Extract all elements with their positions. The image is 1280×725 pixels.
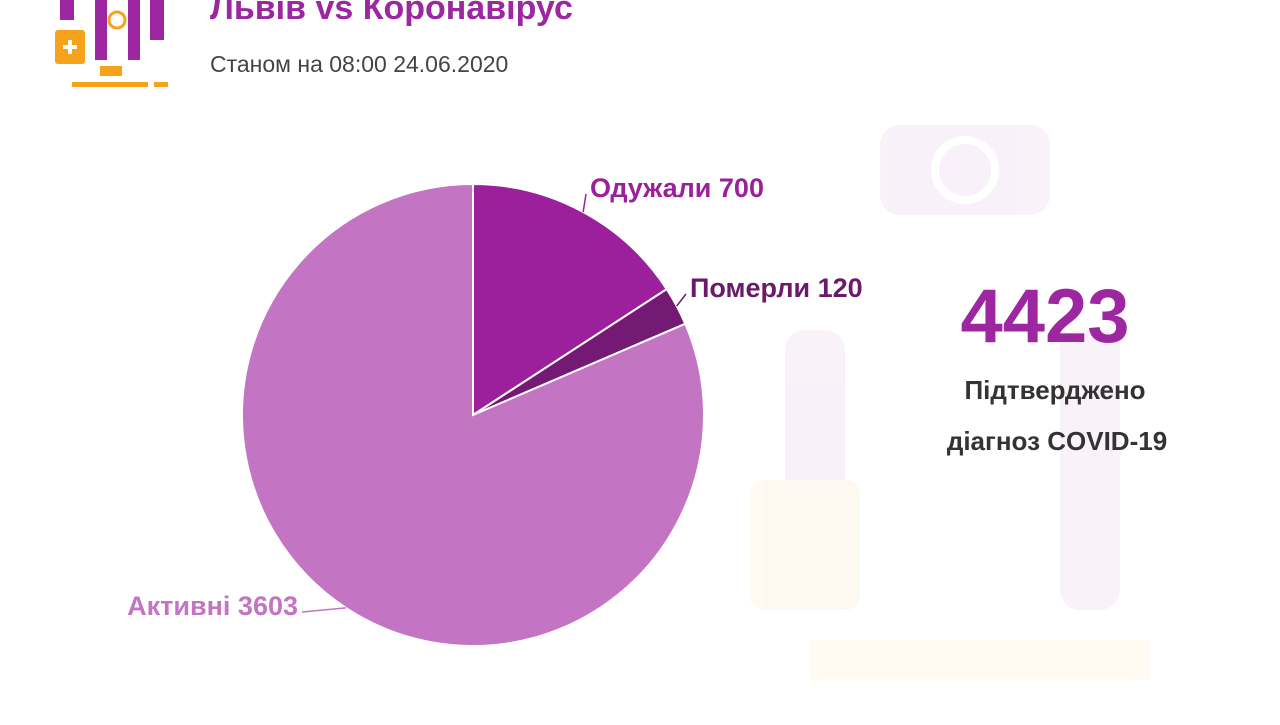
leader-line: [582, 193, 587, 213]
label-category: Одужали: [590, 173, 711, 203]
pie-slice: [472, 182, 669, 417]
data-label: Активні 3603: [127, 591, 298, 621]
total-label: діагноз COVID-19: [947, 426, 1167, 456]
label-value: 3603: [238, 591, 298, 621]
total-label: Підтверджено: [964, 375, 1145, 405]
label-value: 700: [719, 173, 764, 203]
chart-subtitle: Станом на 08:00 24.06.2020: [210, 51, 508, 77]
leader-line: [676, 293, 687, 307]
watermark: [750, 125, 1150, 680]
label-value: 120: [818, 273, 863, 303]
leader-line: [301, 607, 347, 613]
chart-title: Львів vs Коронавірус: [210, 0, 573, 27]
logo: [55, 0, 168, 87]
total-value: 4423: [960, 274, 1129, 359]
data-label: Одужали 700: [590, 173, 764, 203]
label-category: Померли: [690, 273, 810, 303]
label-category: Активні: [127, 591, 230, 621]
data-label: Померли 120: [690, 273, 863, 303]
